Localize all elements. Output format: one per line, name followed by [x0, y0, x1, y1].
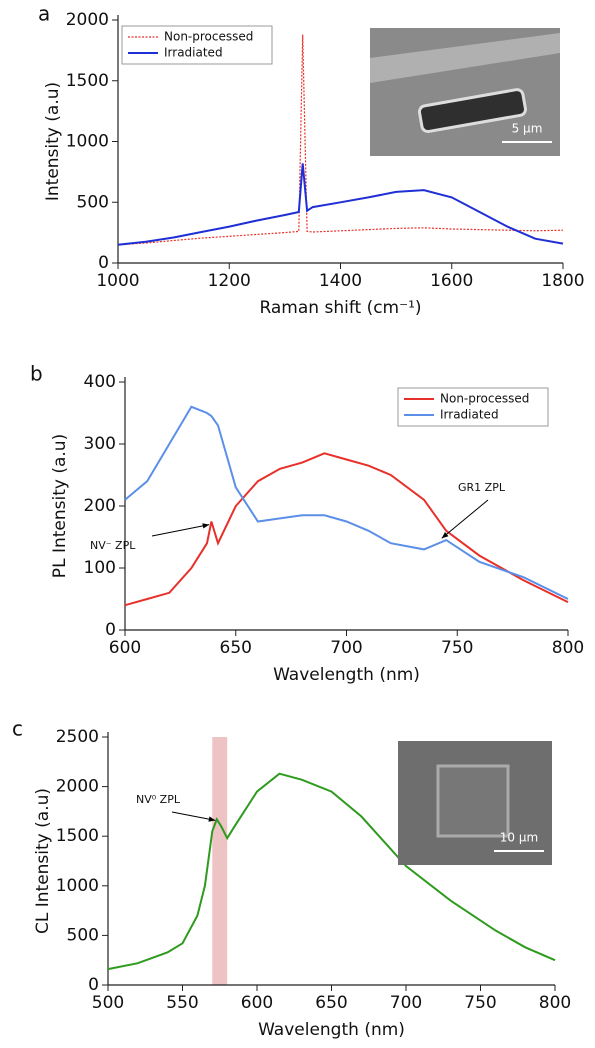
series-line: [124, 405, 569, 600]
panel-letter: c: [12, 717, 23, 741]
legend-label: Irradiated: [164, 46, 223, 60]
y-tick-label: 2000: [66, 10, 109, 30]
y-tick-label: 0: [105, 620, 116, 640]
y-axis-label: CL Intensity (a.u): [33, 788, 53, 934]
x-tick-label: 1200: [208, 271, 251, 291]
y-tick-label: 1000: [66, 132, 109, 152]
y-tick-label: 1000: [56, 876, 99, 896]
annotation: GR1 ZPL: [458, 481, 506, 494]
x-tick-label: 700: [390, 993, 422, 1013]
annotation: NV⁻ ZPL: [90, 539, 136, 552]
inset-feature: [370, 33, 560, 83]
annotation-arrow: [171, 811, 216, 821]
series-line: [117, 163, 564, 246]
x-tick-label: 750: [464, 993, 496, 1013]
highlight-band: [212, 737, 228, 985]
x-tick-label: 650: [315, 993, 347, 1013]
x-tick-label: 750: [441, 638, 473, 658]
x-tick-label: 1600: [430, 271, 473, 291]
legend-label: Non-processed: [440, 392, 529, 406]
legend-label: Non-processed: [164, 30, 253, 44]
x-tick-label: 1400: [319, 271, 362, 291]
legend-box: [397, 387, 549, 427]
legend-label: Irradiated: [440, 408, 499, 422]
y-axis-label: PL Intensity (a.u): [50, 434, 70, 578]
panel-letter: a: [38, 2, 50, 26]
y-tick-label: 500: [77, 192, 109, 212]
inset-feature: [436, 764, 510, 838]
series-line: [124, 452, 569, 607]
annotation-arrowhead: [441, 532, 449, 539]
scale-label: 10 μm: [500, 831, 538, 845]
x-axis-label: Wavelength (nm): [258, 1020, 405, 1040]
scale-label: 5 μm: [512, 122, 543, 136]
x-tick-label: 800: [552, 638, 584, 658]
x-tick-label: 600: [109, 638, 141, 658]
x-tick-label: 1800: [541, 271, 584, 291]
x-tick-label: 1000: [96, 271, 139, 291]
annotation-arrowhead: [202, 523, 210, 529]
x-tick-label: 500: [92, 993, 124, 1013]
y-tick-label: 500: [67, 925, 99, 945]
annotation-arrow: [441, 499, 489, 539]
x-tick-label: 600: [241, 993, 273, 1013]
y-tick-label: 300: [84, 434, 116, 454]
y-tick-label: 1500: [66, 71, 109, 91]
y-tick-label: 2000: [56, 777, 99, 797]
x-tick-label: 800: [539, 993, 571, 1013]
y-tick-label: 0: [88, 975, 99, 995]
y-tick-label: 100: [84, 558, 116, 578]
annotation-arrow: [151, 524, 210, 537]
y-tick-label: 1500: [56, 826, 99, 846]
series-line: [117, 34, 564, 246]
x-axis-label: Raman shift (cm⁻¹): [259, 298, 421, 318]
x-tick-label: 650: [220, 638, 252, 658]
x-axis-label: Wavelength (nm): [273, 665, 420, 685]
y-axis-label: Intensity (a.u): [43, 82, 63, 201]
annotation: NV⁰ ZPL: [136, 793, 181, 806]
x-tick-label: 700: [330, 638, 362, 658]
y-tick-label: 0: [98, 253, 109, 273]
legend-box: [121, 25, 273, 65]
y-tick-label: 200: [84, 496, 116, 516]
y-tick-label: 400: [84, 372, 116, 392]
annotation-arrowhead: [208, 816, 216, 822]
y-tick-label: 2500: [56, 727, 99, 747]
inset-feature: [417, 88, 527, 134]
panel-letter: b: [30, 362, 43, 386]
series-line: [107, 772, 556, 971]
x-tick-label: 550: [166, 993, 198, 1013]
